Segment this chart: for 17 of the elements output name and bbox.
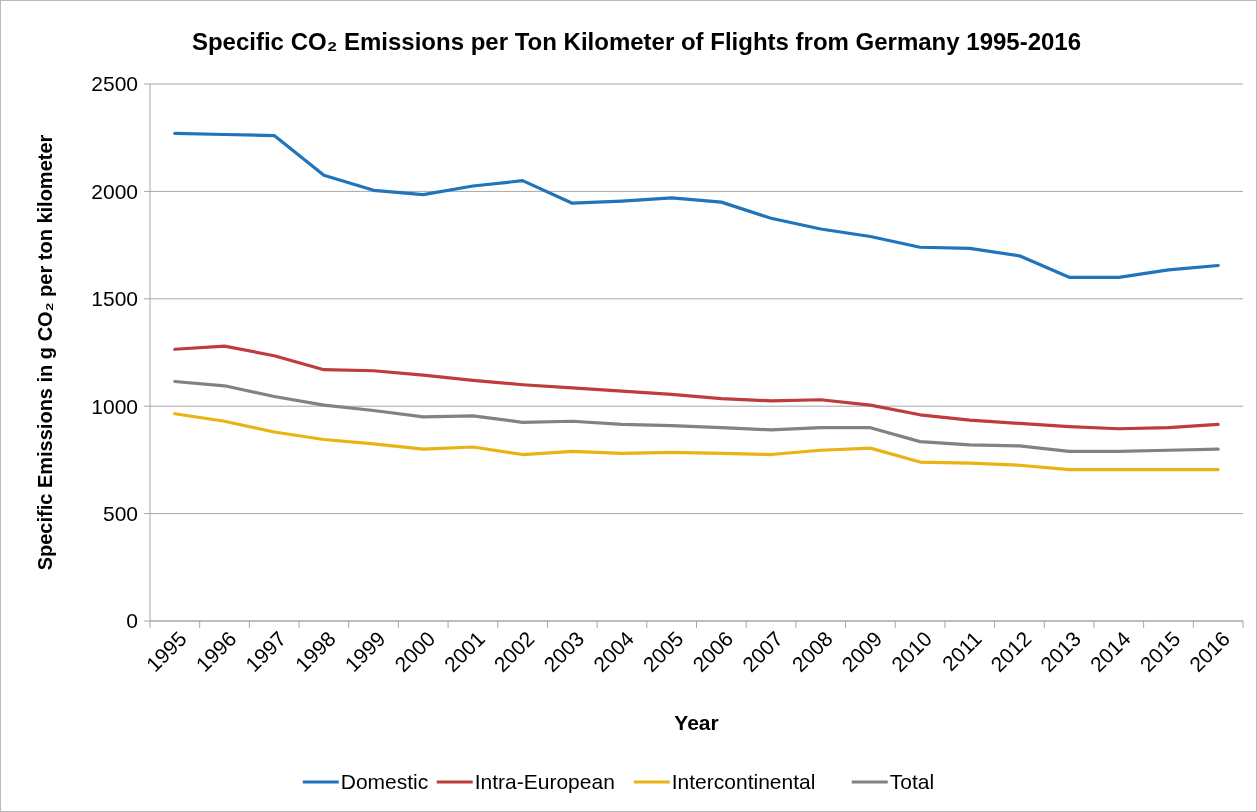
x-axis-title: Year (674, 711, 719, 734)
y-tick-label: 1500 (91, 287, 138, 311)
y-tick-label: 2500 (91, 72, 138, 96)
legend-label: Total (889, 770, 935, 794)
legend-label: Domestic (340, 770, 429, 794)
legend-label: Intra-European (474, 770, 615, 794)
line-series (173, 344, 1220, 431)
y-tick-label: 0 (126, 609, 138, 633)
y-tick-label: 500 (102, 501, 138, 525)
legend-label: Intercontinental (671, 770, 816, 794)
line-series (173, 131, 1220, 279)
y-axis-title: Specific Emissions in g CO₂ per ton kilometer (34, 134, 56, 571)
y-tick-label: 1000 (91, 394, 138, 418)
line-series (173, 379, 1220, 453)
chart-title: Specific CO₂ Emissions per Ton Kilometer of Flights from Germany 1995-2016 (191, 28, 1082, 55)
y-tick-label: 2000 (91, 179, 138, 203)
line-series (173, 412, 1220, 472)
